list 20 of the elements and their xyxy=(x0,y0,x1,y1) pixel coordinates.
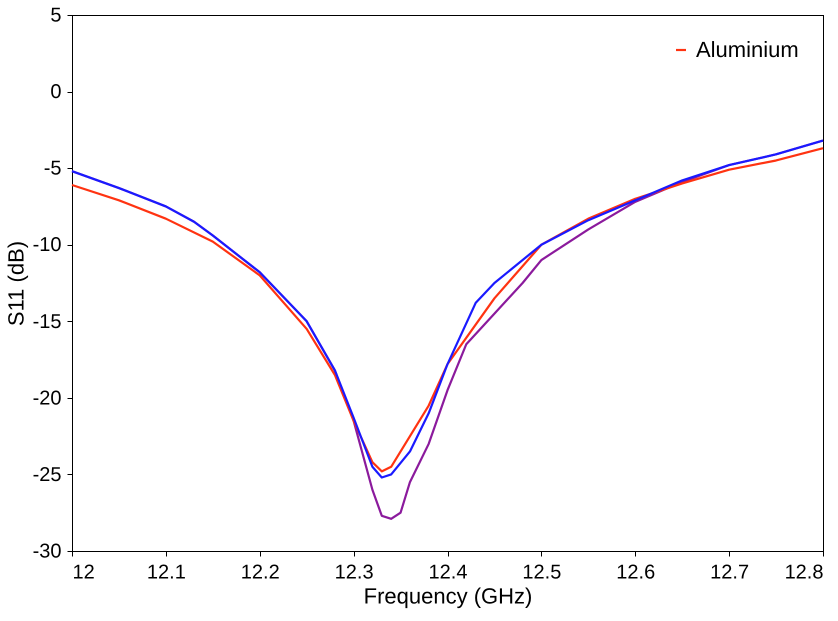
x-tick-label: 12.1 xyxy=(146,562,186,584)
y-tick-label: 5 xyxy=(50,4,62,26)
y-tick-label: -20 xyxy=(32,387,62,410)
y-tick-label: 0 xyxy=(50,81,62,104)
legend-label: Aluminium xyxy=(696,37,799,62)
y-axis-title: S11 (dB) xyxy=(4,240,29,326)
x-tick-label: 12.7 xyxy=(710,562,750,584)
x-tick-label: 12.8 xyxy=(784,562,824,584)
y-tick-label: -30 xyxy=(32,540,62,562)
x-tick-label: 12.5 xyxy=(522,562,562,584)
y-tick-label: -15 xyxy=(32,310,62,333)
x-tick-label: 12.4 xyxy=(428,562,468,584)
x-axis-title: Frequency (GHz) xyxy=(364,584,532,608)
x-tick-label: 12.6 xyxy=(616,562,656,584)
y-tick-label: -25 xyxy=(32,464,62,486)
x-tick-label: 12.3 xyxy=(334,562,374,584)
y-tick-label: -10 xyxy=(32,234,62,256)
y-tick-label: -5 xyxy=(44,158,62,180)
x-tick-label: 12 xyxy=(72,562,95,584)
x-tick-label: 12.2 xyxy=(240,562,280,584)
